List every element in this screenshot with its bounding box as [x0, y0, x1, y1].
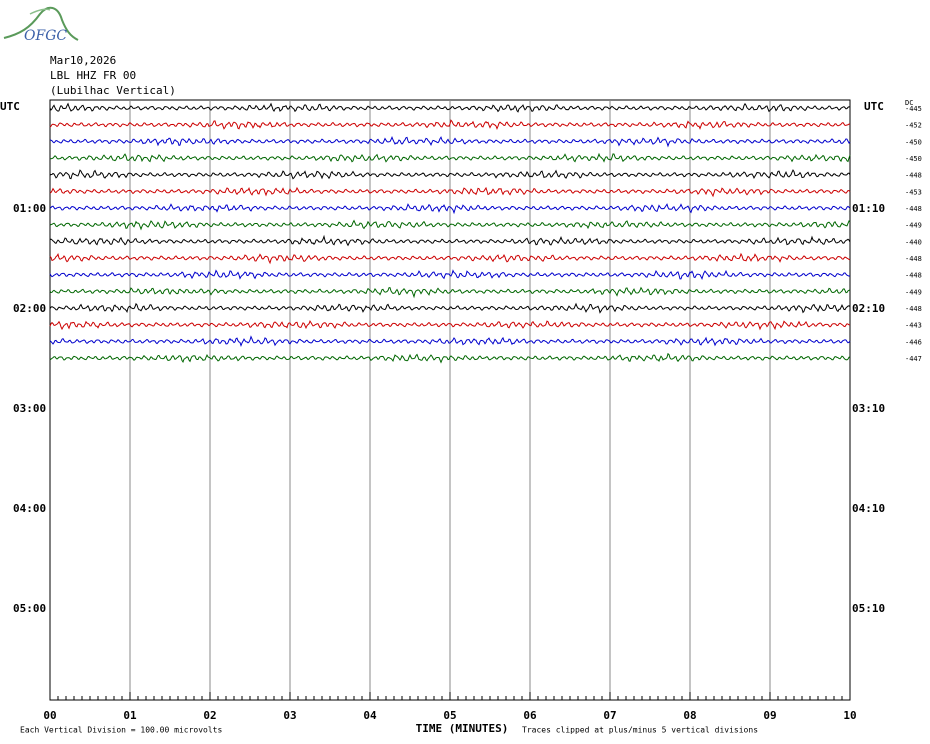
dc-offset: -448: [905, 205, 922, 213]
trace: [49, 352, 851, 364]
logo-swoosh: [3, 6, 79, 41]
left-hour-label: 03:00: [13, 402, 46, 415]
dc-offset: -448: [905, 172, 922, 180]
logo-swoosh: [29, 8, 51, 15]
trace: [49, 135, 851, 148]
x-tick-label: 10: [843, 709, 856, 722]
location: (Lubilhac Vertical): [50, 84, 176, 97]
right-hour-label: 02:10: [852, 302, 885, 315]
dc-offset: -450: [905, 155, 922, 163]
trace: [49, 186, 851, 198]
trace: [49, 169, 851, 180]
left-hour-label: 02:00: [13, 302, 46, 315]
left-axis-title: UTC: [0, 100, 20, 113]
dc-offset: -448: [905, 255, 922, 263]
logo: OFGC: [3, 6, 79, 44]
x-tick-label: 08: [683, 709, 696, 722]
x-tick-label: 01: [123, 709, 137, 722]
trace: [49, 203, 851, 215]
x-tick-label: 04: [363, 709, 377, 722]
trace: [49, 319, 851, 331]
right-hour-label: 04:10: [852, 502, 885, 515]
trace: [49, 102, 851, 113]
trace: [49, 152, 851, 163]
left-hour-label: 04:00: [13, 502, 46, 515]
trace: [49, 234, 851, 247]
clipping-note: Traces clipped at plus/minus 5 vertical …: [522, 726, 758, 735]
trace: [49, 219, 851, 231]
division-note: Each Vertical Division = 100.00 microvol…: [20, 726, 222, 735]
dc-offset: -447: [905, 355, 922, 363]
dc-offset: -440: [905, 238, 922, 246]
trace: [49, 335, 851, 347]
dc-offset: -450: [905, 138, 922, 146]
dc-offset: -449: [905, 288, 922, 296]
x-tick-label: 06: [523, 709, 537, 722]
right-hour-label: 05:10: [852, 602, 885, 615]
x-tick-label: 05: [443, 709, 456, 722]
dc-offset: -452: [905, 122, 922, 130]
date: Mar10,2026: [50, 54, 116, 67]
x-tick-label: 02: [203, 709, 216, 722]
right-hour-label: 01:10: [852, 202, 885, 215]
right-axis-title: UTC: [864, 100, 884, 113]
trace: [49, 252, 851, 265]
left-hour-label: 01:00: [13, 202, 46, 215]
station: LBL HHZ FR 00: [50, 69, 136, 82]
dc-offset: -449: [905, 222, 922, 230]
dc-offset: -446: [905, 338, 922, 346]
x-tick-label: 09: [763, 709, 776, 722]
x-tick-label: 00: [43, 709, 56, 722]
trace: [49, 269, 851, 281]
dc-offset: -448: [905, 272, 922, 280]
left-hour-label: 05:00: [13, 602, 46, 615]
x-tick-label: 03: [283, 709, 296, 722]
dc-offset: -453: [905, 188, 922, 196]
dc-title: DC: [905, 99, 913, 107]
logo-text: OFGC: [24, 28, 67, 44]
x-axis-title: TIME (MINUTES): [416, 722, 509, 735]
dc-offset: -445: [905, 105, 922, 113]
dc-offset: -448: [905, 305, 922, 313]
dc-offset: -443: [905, 322, 922, 330]
x-tick-label: 07: [603, 709, 616, 722]
trace: [49, 286, 851, 299]
trace: [49, 302, 851, 314]
trace: [49, 119, 851, 130]
right-hour-label: 03:10: [852, 402, 885, 415]
